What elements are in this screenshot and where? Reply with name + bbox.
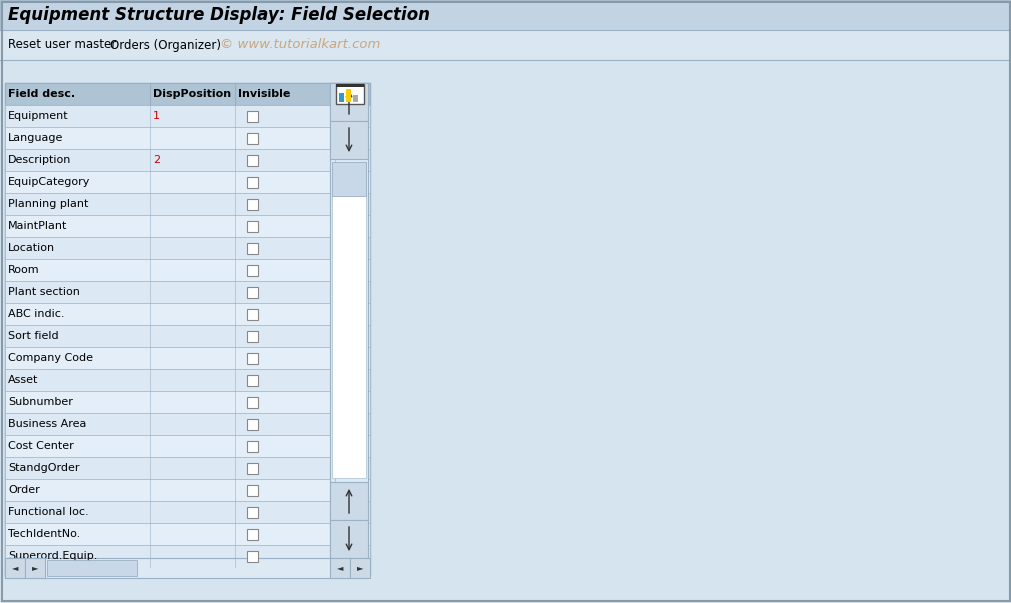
FancyBboxPatch shape xyxy=(247,484,258,496)
Text: Superord.Equip.: Superord.Equip. xyxy=(8,551,97,561)
FancyBboxPatch shape xyxy=(332,162,366,196)
FancyBboxPatch shape xyxy=(247,418,258,429)
FancyBboxPatch shape xyxy=(47,560,136,576)
FancyBboxPatch shape xyxy=(247,309,258,320)
FancyBboxPatch shape xyxy=(247,330,258,341)
Text: Description: Description xyxy=(8,155,72,165)
FancyBboxPatch shape xyxy=(5,127,370,149)
FancyBboxPatch shape xyxy=(5,259,370,281)
Text: ◄: ◄ xyxy=(12,563,18,572)
Text: Field desc.: Field desc. xyxy=(8,89,75,99)
FancyBboxPatch shape xyxy=(247,198,258,209)
FancyBboxPatch shape xyxy=(5,435,370,457)
FancyBboxPatch shape xyxy=(330,121,368,159)
Text: 2: 2 xyxy=(153,155,160,165)
Text: Equipment: Equipment xyxy=(8,111,69,121)
FancyBboxPatch shape xyxy=(247,353,258,364)
FancyBboxPatch shape xyxy=(5,391,370,413)
FancyBboxPatch shape xyxy=(247,397,258,408)
FancyBboxPatch shape xyxy=(247,286,258,297)
FancyBboxPatch shape xyxy=(5,501,370,523)
FancyBboxPatch shape xyxy=(247,154,258,165)
Text: Plant section: Plant section xyxy=(8,287,80,297)
Text: Location: Location xyxy=(8,243,55,253)
Text: ►: ► xyxy=(31,563,38,572)
FancyBboxPatch shape xyxy=(5,523,370,545)
FancyBboxPatch shape xyxy=(5,171,370,193)
FancyBboxPatch shape xyxy=(247,265,258,276)
FancyBboxPatch shape xyxy=(330,83,368,558)
FancyBboxPatch shape xyxy=(5,149,370,171)
FancyBboxPatch shape xyxy=(5,347,370,369)
Text: MaintPlant: MaintPlant xyxy=(8,221,68,231)
Text: StandgOrder: StandgOrder xyxy=(8,463,80,473)
FancyBboxPatch shape xyxy=(5,83,370,575)
FancyBboxPatch shape xyxy=(330,520,368,558)
FancyBboxPatch shape xyxy=(336,84,364,104)
FancyBboxPatch shape xyxy=(5,193,370,215)
Text: Equipment Structure Display: Field Selection: Equipment Structure Display: Field Selec… xyxy=(8,6,430,24)
Text: © www.tutorialkart.com: © www.tutorialkart.com xyxy=(219,39,380,51)
Text: Functional loc.: Functional loc. xyxy=(8,507,89,517)
FancyBboxPatch shape xyxy=(247,551,258,561)
FancyBboxPatch shape xyxy=(5,558,25,578)
FancyBboxPatch shape xyxy=(247,242,258,253)
FancyBboxPatch shape xyxy=(247,110,258,121)
Text: Company Code: Company Code xyxy=(8,353,93,363)
FancyBboxPatch shape xyxy=(5,413,370,435)
FancyBboxPatch shape xyxy=(5,237,370,259)
FancyBboxPatch shape xyxy=(5,545,370,567)
FancyBboxPatch shape xyxy=(0,0,1011,30)
FancyBboxPatch shape xyxy=(247,221,258,232)
Text: Room: Room xyxy=(8,265,39,275)
Text: ◄: ◄ xyxy=(337,563,343,572)
FancyBboxPatch shape xyxy=(247,441,258,452)
FancyBboxPatch shape xyxy=(5,281,370,303)
Text: Cost Center: Cost Center xyxy=(8,441,74,451)
FancyBboxPatch shape xyxy=(247,374,258,385)
FancyBboxPatch shape xyxy=(330,83,368,121)
FancyBboxPatch shape xyxy=(346,89,351,102)
FancyBboxPatch shape xyxy=(5,105,370,127)
FancyBboxPatch shape xyxy=(5,83,370,105)
FancyBboxPatch shape xyxy=(247,133,258,144)
FancyBboxPatch shape xyxy=(247,177,258,188)
Text: ►: ► xyxy=(357,563,363,572)
FancyBboxPatch shape xyxy=(339,93,344,102)
Text: Subnumber: Subnumber xyxy=(8,397,73,407)
Text: Sort field: Sort field xyxy=(8,331,59,341)
FancyBboxPatch shape xyxy=(353,95,358,102)
FancyBboxPatch shape xyxy=(25,558,44,578)
FancyBboxPatch shape xyxy=(330,482,368,520)
Text: Reset user master: Reset user master xyxy=(8,39,116,51)
FancyBboxPatch shape xyxy=(247,463,258,473)
FancyBboxPatch shape xyxy=(5,369,370,391)
Text: DispPosition: DispPosition xyxy=(153,89,231,99)
FancyBboxPatch shape xyxy=(5,303,370,325)
FancyBboxPatch shape xyxy=(5,558,368,578)
FancyBboxPatch shape xyxy=(5,325,370,347)
FancyBboxPatch shape xyxy=(336,84,364,87)
Text: 1: 1 xyxy=(153,111,160,121)
Text: TechIdentNo.: TechIdentNo. xyxy=(8,529,80,539)
Text: EquipCategory: EquipCategory xyxy=(8,177,90,187)
Text: Business Area: Business Area xyxy=(8,419,86,429)
FancyBboxPatch shape xyxy=(332,163,366,478)
FancyBboxPatch shape xyxy=(247,528,258,540)
FancyBboxPatch shape xyxy=(350,558,370,578)
Text: Planning plant: Planning plant xyxy=(8,199,88,209)
Text: Language: Language xyxy=(8,133,64,143)
FancyBboxPatch shape xyxy=(5,215,370,237)
Text: Orders (Organizer): Orders (Organizer) xyxy=(110,39,220,51)
FancyBboxPatch shape xyxy=(0,30,1011,60)
FancyBboxPatch shape xyxy=(330,558,350,578)
Text: ABC indic.: ABC indic. xyxy=(8,309,65,319)
FancyBboxPatch shape xyxy=(5,479,370,501)
Text: Invisible: Invisible xyxy=(238,89,290,99)
Text: Asset: Asset xyxy=(8,375,38,385)
FancyBboxPatch shape xyxy=(247,507,258,517)
FancyBboxPatch shape xyxy=(5,457,370,479)
Text: Order: Order xyxy=(8,485,39,495)
